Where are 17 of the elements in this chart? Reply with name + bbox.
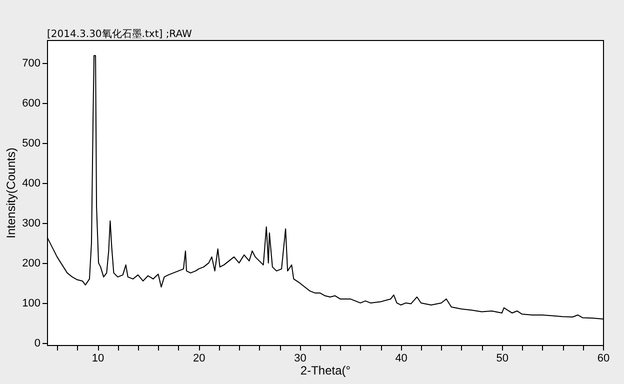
y-axis-title: Intensity(Counts) (4, 148, 18, 238)
y-tick-label: 500 (22, 137, 40, 150)
x-tick-label: 10 (92, 352, 104, 364)
y-tick-label: 600 (22, 97, 40, 110)
x-tick-label: 40 (395, 352, 408, 364)
x-tick-label: 50 (496, 352, 509, 364)
y-tick-label: 300 (22, 217, 40, 230)
x-tick-label: 30 (294, 352, 306, 364)
y-tick-label: 700 (22, 57, 40, 70)
y-tick-label: 200 (22, 257, 40, 270)
y-tick-label: 0 (34, 338, 40, 350)
y-tick-label: 400 (22, 177, 40, 190)
chart-title: [2014.3.30氧化石墨.txt] ;RAW (47, 28, 192, 40)
x-axis-title: 2-Theta(° (300, 364, 351, 378)
y-tick-label: 100 (22, 297, 40, 310)
x-tick-label: 60 (597, 352, 610, 364)
x-tick-label: 20 (193, 352, 206, 364)
